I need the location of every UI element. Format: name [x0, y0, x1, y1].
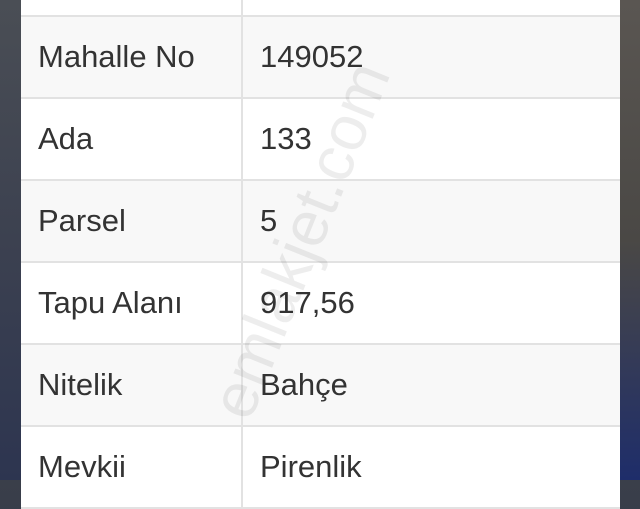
table-row: Nitelik Bahçe	[21, 345, 620, 427]
table-row: Tapu Alanı 917,56	[21, 263, 620, 345]
row-value: Bahçe	[260, 367, 348, 402]
table-row	[21, 0, 620, 17]
property-info-table: Mahalle No 149052 Ada 133 Parsel 5 Tapu Ala…	[21, 0, 620, 509]
table-row: Mevkii Pirenlik	[21, 427, 620, 509]
table-row: Mahalle No 149052	[21, 17, 620, 99]
row-value: 149052	[260, 39, 364, 74]
row-value: Pirenlik	[260, 449, 362, 484]
row-label: Ada	[21, 99, 243, 179]
row-label: Mahalle No	[21, 17, 243, 97]
row-value	[243, 0, 260, 15]
row-value: 5	[260, 203, 278, 238]
table-row: Ada 133	[21, 99, 620, 181]
row-value: 133	[260, 121, 312, 156]
background-right	[620, 0, 640, 480]
table-row: Parsel 5	[21, 181, 620, 263]
row-label: Nitelik	[21, 345, 243, 425]
row-label	[21, 0, 243, 15]
row-label: Parsel	[21, 181, 243, 261]
row-value: 917,56	[260, 285, 355, 320]
row-label: Tapu Alanı	[21, 263, 243, 343]
background-left	[0, 0, 22, 480]
row-label: Mevkii	[21, 427, 243, 507]
